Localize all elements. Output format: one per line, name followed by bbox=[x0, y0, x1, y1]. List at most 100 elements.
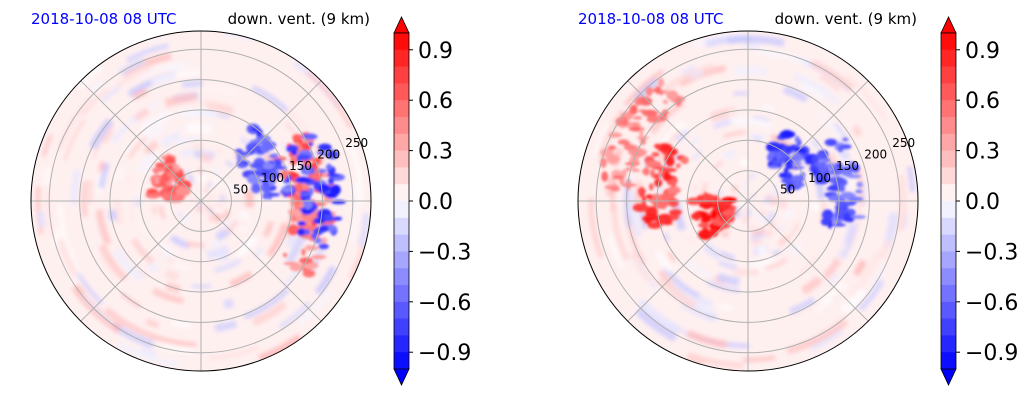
colorbar-step bbox=[394, 33, 409, 51]
field-cell bbox=[273, 165, 288, 170]
field-band bbox=[274, 222, 286, 243]
field-cell bbox=[146, 188, 158, 194]
field-band bbox=[712, 118, 732, 130]
field-band bbox=[35, 186, 44, 235]
field-band bbox=[214, 320, 238, 332]
field-cell bbox=[843, 212, 851, 218]
field-band bbox=[98, 162, 111, 189]
field-band bbox=[793, 72, 841, 106]
field-cell bbox=[646, 209, 651, 218]
field-band bbox=[208, 345, 260, 361]
field-band bbox=[118, 57, 147, 77]
field-cell bbox=[297, 228, 307, 236]
field-band bbox=[297, 289, 332, 326]
field-band bbox=[206, 182, 213, 188]
field-band bbox=[722, 130, 746, 139]
field-band bbox=[57, 237, 80, 278]
field-band bbox=[670, 38, 694, 56]
field-cell bbox=[310, 255, 327, 260]
field-cell bbox=[263, 184, 270, 194]
field-band bbox=[43, 184, 56, 240]
colorbar-tick-label: −0.6 bbox=[965, 291, 1018, 316]
field-band bbox=[782, 85, 809, 103]
field-cell bbox=[316, 150, 326, 156]
field-band bbox=[163, 93, 197, 108]
field-band bbox=[84, 179, 95, 205]
field-band bbox=[114, 238, 137, 267]
field-cell bbox=[289, 263, 304, 272]
field-band bbox=[623, 69, 665, 107]
field-band bbox=[212, 174, 225, 187]
field-cell bbox=[708, 228, 719, 237]
field-cell bbox=[680, 156, 689, 165]
polar-frame bbox=[30, 30, 372, 372]
field-band bbox=[742, 355, 776, 363]
field-band bbox=[285, 222, 301, 249]
field-band bbox=[159, 205, 166, 220]
field-band bbox=[127, 136, 148, 160]
field-cell bbox=[767, 165, 780, 169]
field-band bbox=[137, 149, 159, 175]
field-cell bbox=[662, 171, 671, 182]
field-cell bbox=[779, 130, 796, 139]
field-cell bbox=[657, 77, 665, 88]
field-band bbox=[878, 238, 893, 261]
colorbar-step bbox=[394, 133, 409, 152]
field-band bbox=[771, 249, 781, 257]
field-band bbox=[716, 272, 740, 286]
field-band bbox=[89, 80, 103, 93]
field-band bbox=[225, 219, 239, 234]
colorbar: 0.9 0.6 0.3 0.0 −0.3 −0.6 −0.9 bbox=[940, 16, 1018, 386]
field-cell bbox=[304, 166, 312, 176]
field-band bbox=[838, 241, 848, 256]
field-cell bbox=[772, 160, 785, 165]
field-band bbox=[738, 193, 744, 198]
field-cell bbox=[653, 201, 668, 209]
field-band bbox=[790, 244, 797, 251]
field-band bbox=[191, 283, 212, 289]
field-cell bbox=[625, 167, 631, 171]
colorbar-extend-max bbox=[940, 16, 957, 34]
field-cell bbox=[850, 215, 867, 219]
colorbar-step bbox=[394, 234, 409, 252]
field-band bbox=[164, 268, 180, 282]
field-band bbox=[214, 206, 221, 213]
field-band bbox=[727, 108, 741, 116]
field-cell bbox=[324, 153, 333, 157]
radial-tick-label: 250 bbox=[892, 136, 915, 150]
field-band bbox=[687, 259, 711, 279]
field-band bbox=[243, 287, 290, 320]
colorbar-step bbox=[394, 167, 409, 185]
field-band bbox=[179, 212, 192, 225]
field-band bbox=[95, 209, 112, 246]
field-band bbox=[843, 72, 888, 122]
field-cell bbox=[282, 252, 288, 258]
field-band bbox=[222, 298, 235, 310]
colorbar-step bbox=[941, 33, 956, 51]
colorbar-step bbox=[941, 184, 956, 202]
field-band bbox=[229, 270, 254, 288]
field-band bbox=[224, 123, 247, 139]
grid-spoke bbox=[80, 80, 202, 202]
colorbar-step bbox=[394, 352, 409, 370]
field-cell bbox=[606, 154, 620, 164]
field-band bbox=[216, 148, 223, 154]
field-cell bbox=[786, 146, 795, 150]
field-band bbox=[344, 204, 353, 222]
field-cell bbox=[152, 167, 166, 173]
field-band bbox=[262, 221, 274, 238]
field-band bbox=[848, 249, 883, 299]
field-cell bbox=[304, 245, 319, 251]
field-cell bbox=[856, 181, 863, 188]
field-cell bbox=[646, 115, 662, 124]
field-cell bbox=[250, 127, 260, 132]
field-cell bbox=[608, 145, 616, 150]
field-band bbox=[212, 205, 218, 209]
field-cell bbox=[629, 162, 638, 167]
field-band bbox=[906, 166, 916, 193]
field-band bbox=[336, 221, 349, 254]
field-cell bbox=[793, 182, 806, 187]
colorbar-step bbox=[941, 83, 956, 101]
field-band bbox=[836, 222, 859, 260]
